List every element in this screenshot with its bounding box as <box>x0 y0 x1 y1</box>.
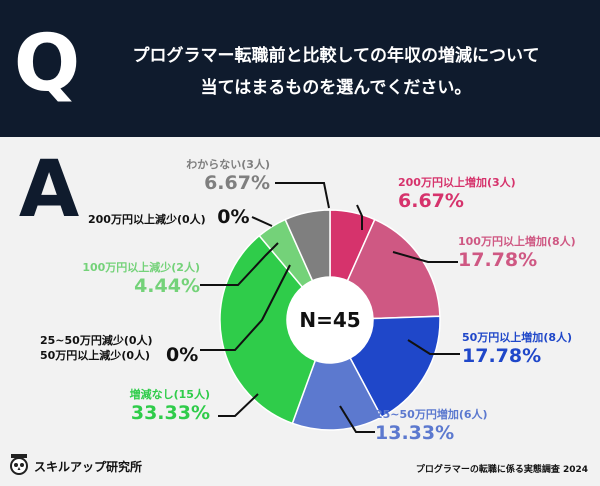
slice-percent: 6.67% <box>204 172 270 194</box>
leader-line <box>339 405 375 433</box>
label-no-change: 増減なし(15人) 33.33% <box>70 388 210 424</box>
slice-label: 100万円以上減少 <box>82 261 172 274</box>
leader-line <box>407 339 460 355</box>
slice-count: (6人) <box>458 408 488 421</box>
label-increase-25-50: 25~50万円増加(6人) 13.33% <box>375 408 488 444</box>
leader-line <box>251 216 273 227</box>
label-increase-100: 100万円以上増加(8人) 17.78% <box>458 235 576 271</box>
slice-count: (0人) <box>176 213 206 226</box>
brand-name: スキルアップ研究所 <box>34 459 143 474</box>
slice-label: 50万円以上減少 <box>40 349 122 362</box>
leader-line <box>392 251 458 263</box>
slice-percent: 6.67% <box>398 190 464 212</box>
slice-count: (0人) <box>121 349 151 362</box>
slice-label: 200万円以上減少 <box>88 213 177 226</box>
survey-source: プログラマーの転職に係る実態調査 2024 <box>415 465 588 475</box>
question-line-1: プログラマー転職前と比較しての年収の増減について <box>132 46 540 66</box>
slice-label: 50万円以上増加 <box>462 331 544 344</box>
label-decrease-100: 100万円以上減少(2人) 4.44% <box>60 261 200 297</box>
slice-count: (8人) <box>546 235 576 248</box>
slice-count: (8人) <box>543 331 573 344</box>
leader-line <box>200 242 279 286</box>
label-decrease-zero-percent: 0% <box>166 344 199 366</box>
slice-percent: 0% <box>217 206 250 228</box>
slice-percent: 13.33% <box>375 422 455 444</box>
slice-percent: 4.44% <box>134 275 200 297</box>
donut-slice <box>346 218 441 320</box>
leader-line <box>356 204 363 230</box>
owl-logo-icon <box>8 453 30 479</box>
slice-percent: 17.78% <box>458 249 538 271</box>
slice-label: 25~50万円減少 <box>40 334 124 347</box>
slice-percent: 17.78% <box>462 345 542 367</box>
question-line-2: 当てはまるものを選んでください。 <box>200 78 472 98</box>
slice-label: 100万円以上増加 <box>458 235 547 248</box>
label-decrease-200: 200万円以上減少(0人) 0% <box>88 206 250 228</box>
slice-count: (0人) <box>123 334 153 347</box>
donut-hole <box>287 277 373 363</box>
leader-line <box>218 393 259 417</box>
label-decrease-25-50: 25~50万円減少(0人) 50万円以上減少(0人) <box>40 333 153 363</box>
answer-letter: A <box>18 145 80 235</box>
leader-line <box>200 264 291 351</box>
footer-brand: スキルアップ研究所 <box>8 454 142 478</box>
slice-label: わからない <box>186 158 242 171</box>
question-text: プログラマー転職前と比較しての年収の増減について 当てはまるものを選んでください… <box>96 40 576 104</box>
center-label: N=45 <box>299 308 360 332</box>
slice-label: 25~50万円増加 <box>375 408 459 421</box>
slice-count: (3人) <box>486 176 516 189</box>
slice-percent: 33.33% <box>130 402 210 424</box>
label-increase-50: 50万円以上増加(8人) 17.78% <box>462 331 572 367</box>
slice-count: (2人) <box>171 261 200 274</box>
slice-count: (15人) <box>173 388 210 401</box>
header-banner: Q プログラマー転職前と比較しての年収の増減について 当てはまるものを選んでくだ… <box>0 0 600 137</box>
slice-count: (3人) <box>241 158 270 171</box>
leader-line <box>275 182 330 209</box>
slice-label: 200万円以上増加 <box>398 176 487 189</box>
label-increase-200: 200万円以上増加(3人) 6.67% <box>398 176 516 212</box>
label-unknown: わからない(3人) 6.67% <box>170 158 270 194</box>
question-letter: Q <box>13 19 81 109</box>
slice-label: 増減なし <box>129 388 174 401</box>
